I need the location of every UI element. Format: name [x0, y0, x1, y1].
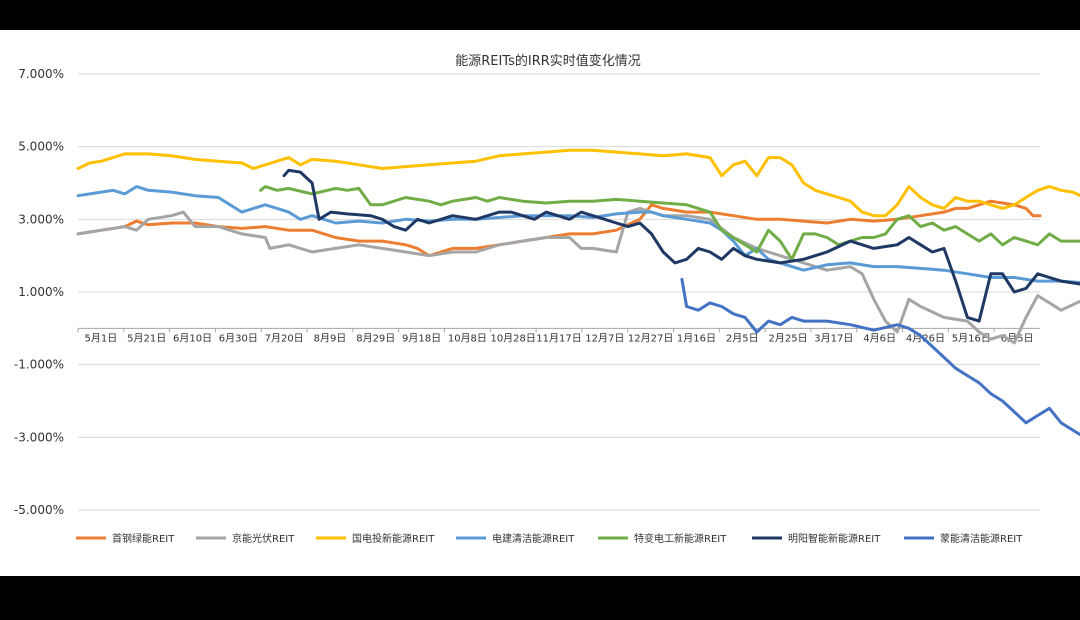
- x-tick-label: 12月7日: [585, 332, 624, 344]
- series-line-3: [76, 148, 1080, 218]
- legend-item: 蒙能清洁能源REIT: [904, 532, 1023, 545]
- x-tick-label: 9月18日: [402, 332, 441, 344]
- legend-item: 京能光伏REIT: [196, 532, 295, 545]
- x-tick-label: 10月28日: [490, 332, 535, 344]
- legend-item: 首钢绿能REIT: [76, 532, 175, 545]
- line-chart: 能源REITs的IRR实时值变化情况 -5.000% -3.000% -1.000%…: [14, 53, 1080, 545]
- x-tick-label: 8月29日: [356, 332, 395, 344]
- x-tick-label: 6月10日: [173, 332, 212, 344]
- plot-area: [76, 148, 1080, 437]
- series-line-7: [680, 277, 1080, 437]
- series-line-5: [259, 185, 1080, 261]
- x-tick-label: 2月5日: [726, 332, 759, 344]
- legend-label: 蒙能清洁能源REIT: [940, 532, 1023, 545]
- x-tick-label: 7月20日: [265, 332, 304, 344]
- x-tick-label: 11月17日: [536, 332, 581, 344]
- x-tick-label: 5月16日: [952, 332, 991, 344]
- x-tick-label: 5月1日: [85, 332, 118, 344]
- legend-label: 京能光伏REIT: [232, 532, 295, 545]
- x-tick-label: 12月27日: [628, 332, 673, 344]
- y-tick-label: -1.000%: [14, 358, 64, 372]
- legend-item: 特变电工新能源REIT: [598, 532, 727, 545]
- x-tick-label: 1月16日: [677, 332, 716, 344]
- series-line-4: [76, 185, 1080, 285]
- series-line-6: [282, 168, 1080, 323]
- x-tick-label: 3月17日: [814, 332, 853, 344]
- y-tick-label: -5.000%: [14, 503, 64, 517]
- legend-label: 首钢绿能REIT: [112, 532, 175, 545]
- y-tick-label: 5.000%: [18, 140, 64, 154]
- legend-item: 电建清洁能源REIT: [456, 532, 575, 545]
- legend-label: 明阳智能新能源REIT: [788, 532, 881, 545]
- x-tick-label: 2月25日: [769, 332, 808, 344]
- series-line-1: [76, 199, 1042, 258]
- series-line-2: [76, 206, 1080, 345]
- y-tick-label: 1.000%: [18, 285, 64, 299]
- x-axis: 5月1日 5月21日 6月10日 6月30日 7月20日 8月9日 8月29日 9月18日 10…: [77, 328, 1033, 344]
- legend-label: 国电投新能源REIT: [352, 532, 435, 545]
- legend-label: 特变电工新能源REIT: [634, 532, 727, 545]
- legend: 首钢绿能REIT 京能光伏REIT 国电投新能源REIT 电建清洁能源REIT 特变电工…: [76, 532, 1023, 545]
- gridlines: [78, 73, 1040, 511]
- x-tick-label: 8月9日: [314, 332, 347, 344]
- y-axis: -5.000% -3.000% -1.000% 1.000% 3.000% 5.000% 7…: [14, 67, 1040, 517]
- chart-frame: 能源REITs的IRR实时值变化情况 -5.000% -3.000% -1.000%…: [0, 30, 1080, 576]
- y-tick-label: 3.000%: [18, 212, 64, 226]
- x-tick-label: 10月8日: [448, 332, 487, 344]
- x-tick-label: 5月21日: [127, 332, 166, 344]
- y-tick-label: 7.000%: [18, 67, 64, 81]
- legend-item: 明阳智能新能源REIT: [752, 532, 881, 545]
- legend-label: 电建清洁能源REIT: [492, 532, 575, 545]
- x-tick-label: 4月6日: [863, 332, 896, 344]
- y-tick-label: -3.000%: [14, 430, 64, 444]
- chart-title: 能源REITs的IRR实时值变化情况: [455, 53, 641, 69]
- legend-item: 国电投新能源REIT: [316, 532, 435, 545]
- x-tick-label: 6月30日: [219, 332, 258, 344]
